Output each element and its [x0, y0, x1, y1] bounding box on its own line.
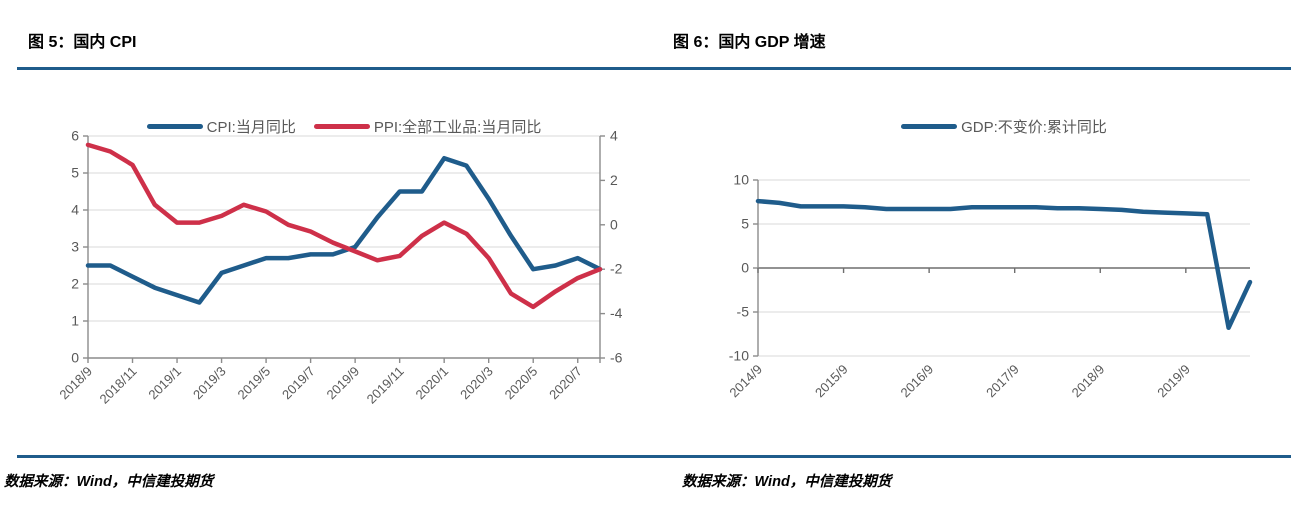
legend-line-swatch — [901, 123, 958, 129]
y-tick-label: 6 — [71, 128, 79, 144]
gdp-chart-legend: GDP:不变价:累计同比 — [758, 116, 1250, 137]
x-tick-label: 2020/7 — [546, 364, 585, 403]
figure6-title: 图 6：国内 GDP 增速 — [673, 34, 826, 51]
x-tick-label: 2019/3 — [190, 364, 229, 403]
cpi-chart-legend: CPI:当月同比 PPI:全部工业品:当月同比 — [88, 116, 600, 137]
legend-line-swatch — [146, 123, 203, 129]
x-tick-label: 2019/1 — [145, 364, 184, 403]
figure5-title: 图 5：国内 CPI — [28, 34, 137, 51]
y-tick-label: 1 — [71, 313, 79, 329]
y-tick-label-right: -6 — [610, 350, 623, 366]
x-tick-label: 2019/7 — [279, 364, 318, 403]
gdp-chart: -10 -5 0 5 10 2014/9 2015/9 2016/9 2017/9 2018/9 2… — [726, 172, 1253, 401]
x-tick-label: 2019/5 — [234, 364, 273, 403]
y-tick-label: 0 — [741, 260, 749, 276]
x-tick-label: 2018/9 — [1069, 362, 1108, 401]
legend-line-swatch — [313, 123, 370, 129]
x-tick-label: 2018/9 — [56, 364, 95, 403]
legend-label: CPI:当月同比 — [206, 118, 296, 136]
legend-item: GDP:不变价:累计同比 — [901, 116, 1107, 137]
y-tick-label: 4 — [71, 202, 79, 218]
y-tick-label: 2 — [71, 276, 79, 292]
x-tick-label: 2020/3 — [457, 364, 496, 403]
bottom-divider — [17, 455, 1291, 458]
y-tick-label: 0 — [71, 350, 79, 366]
x-tick-label: 2019/11 — [364, 364, 407, 407]
figure6-source: 数据来源：Wind，中信建投期货 — [682, 474, 892, 490]
x-tick-label: 2020/1 — [413, 364, 452, 403]
y-tick-label: -10 — [729, 348, 749, 364]
y-tick-label: 3 — [71, 239, 79, 255]
x-tick-label: 2020/5 — [502, 364, 541, 403]
y-tick-label: 10 — [733, 172, 749, 188]
series-line — [85, 142, 603, 310]
top-divider — [17, 67, 1291, 70]
x-tick-label: 2014/9 — [726, 362, 765, 401]
legend-label: GDP:不变价:累计同比 — [961, 118, 1107, 136]
x-tick-label: 2017/9 — [983, 362, 1022, 401]
y-tick-label: 5 — [71, 165, 79, 181]
y-tick-label-right: 0 — [610, 216, 618, 232]
x-tick-label: 2015/9 — [812, 362, 851, 401]
legend-label: PPI:全部工业品:当月同比 — [373, 118, 542, 136]
y-tick-label-right: -2 — [610, 261, 623, 277]
x-tick-label: 2019/9 — [1154, 362, 1193, 401]
x-tick-label: 2018/11 — [96, 364, 139, 407]
y-tick-label-right: 4 — [610, 128, 618, 144]
x-tick-label: 2016/9 — [898, 362, 937, 401]
y-tick-label-right: -4 — [610, 305, 623, 321]
y-tick-label: 5 — [741, 216, 749, 232]
series-line — [85, 155, 603, 305]
legend-item: PPI:全部工业品:当月同比 — [313, 116, 542, 137]
y-tick-label-right: 2 — [610, 172, 618, 188]
y-tick-label: -5 — [737, 304, 750, 320]
legend-item: CPI:当月同比 — [146, 116, 296, 137]
figure5-source: 数据来源：Wind，中信建投期货 — [4, 474, 214, 490]
x-tick-label: 2019/9 — [324, 364, 363, 403]
series-line — [755, 198, 1253, 331]
